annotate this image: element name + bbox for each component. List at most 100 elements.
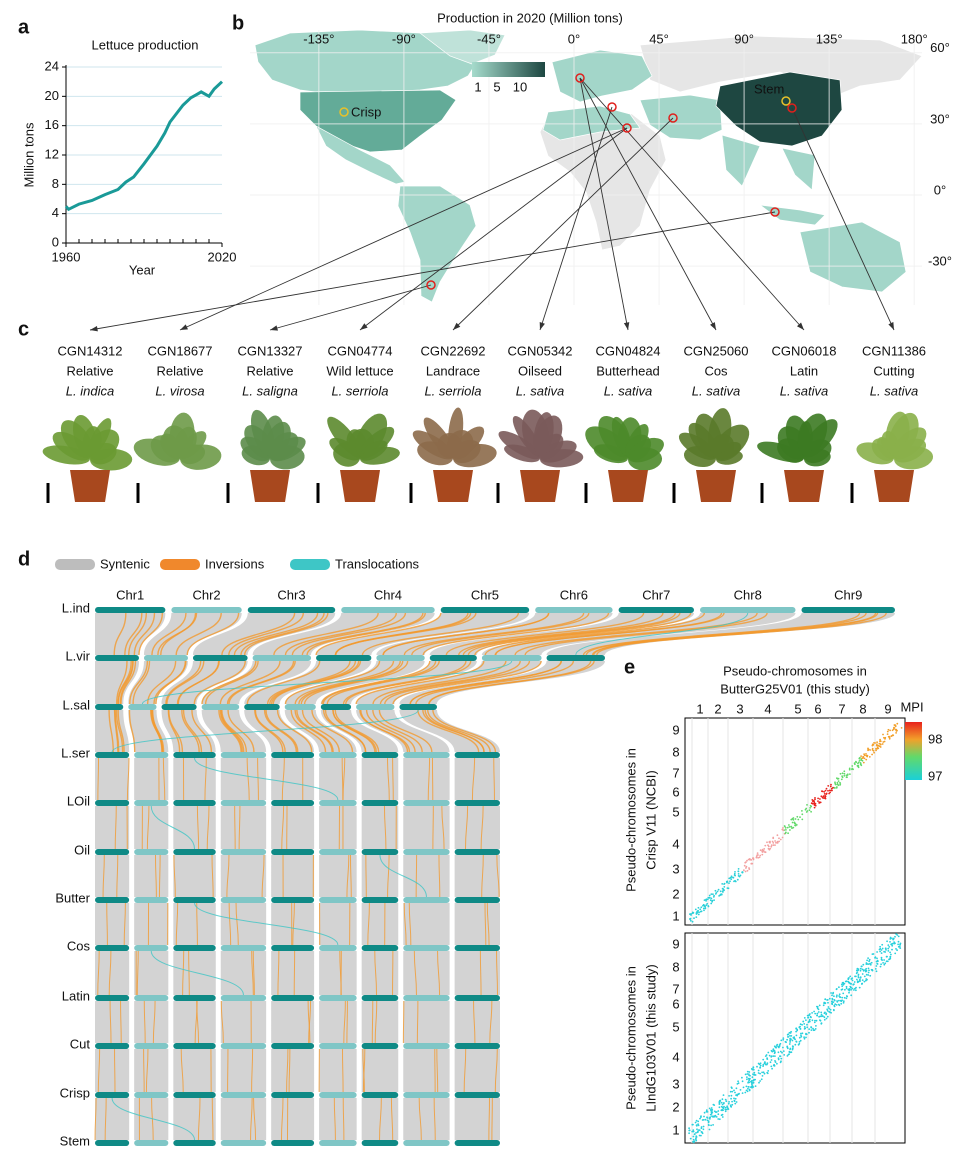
alignment-dot bbox=[771, 1067, 773, 1070]
chromosome bbox=[271, 995, 315, 1001]
chromosome-label: Chr2 bbox=[192, 587, 220, 602]
leaf bbox=[179, 444, 222, 470]
alignment-dot bbox=[801, 810, 803, 812]
alignment-dot bbox=[837, 780, 840, 782]
inversion-link bbox=[265, 709, 299, 753]
alignment-dot bbox=[799, 816, 801, 818]
inversion-link bbox=[146, 660, 177, 705]
inversion-link bbox=[403, 612, 585, 656]
inversion-link bbox=[341, 1048, 344, 1093]
alignment-dot bbox=[884, 962, 887, 965]
inversion-link bbox=[332, 709, 377, 753]
inversion-link bbox=[116, 854, 119, 898]
genome-label: Cos bbox=[67, 938, 91, 953]
plant-photo bbox=[240, 409, 306, 502]
inversion-link bbox=[117, 709, 125, 753]
alignment-dot bbox=[770, 1049, 773, 1052]
y-tick-label: 5 bbox=[672, 1019, 679, 1034]
inversion-link bbox=[251, 950, 254, 996]
alignment-dot bbox=[702, 1128, 705, 1131]
alignment-dot bbox=[853, 762, 856, 765]
inversion-link bbox=[129, 660, 149, 705]
synteny-ribbon bbox=[316, 613, 530, 655]
chromosome bbox=[319, 1092, 357, 1098]
alignment-dot bbox=[802, 1020, 805, 1023]
chromosome bbox=[95, 607, 166, 613]
origin-site bbox=[607, 102, 617, 112]
inversion-link bbox=[201, 660, 257, 705]
pot bbox=[433, 470, 473, 502]
alignment-dot bbox=[876, 962, 879, 965]
chromosome bbox=[271, 897, 315, 903]
alignment-dot bbox=[788, 1050, 791, 1053]
alignment-dot bbox=[843, 996, 846, 999]
alignment-dot bbox=[822, 1015, 824, 1018]
alignment-dot bbox=[688, 1132, 690, 1135]
alignment-dot bbox=[824, 789, 827, 792]
alignment-dot bbox=[844, 980, 847, 983]
synteny-ribbon bbox=[403, 806, 450, 849]
alignment-dot bbox=[827, 789, 829, 792]
y-tick-label: 3 bbox=[672, 1076, 679, 1091]
alignment-dot bbox=[784, 825, 786, 828]
alignment-dot bbox=[849, 975, 852, 978]
chromosome bbox=[173, 995, 216, 1001]
alignment-dot bbox=[705, 900, 707, 902]
inversion-link bbox=[408, 902, 412, 946]
alignment-dot bbox=[808, 1014, 811, 1016]
chromosome bbox=[95, 704, 124, 710]
y-tick-label: 0 bbox=[52, 234, 59, 249]
alignment-dot bbox=[762, 1058, 765, 1061]
synteny-ribbon bbox=[134, 1001, 169, 1043]
chromosome bbox=[220, 800, 267, 806]
alignment-dot bbox=[859, 969, 862, 972]
accession-species: L. saligna bbox=[242, 383, 298, 398]
alignment-dot bbox=[697, 909, 699, 912]
chromosome bbox=[95, 752, 130, 758]
alignment-dot bbox=[724, 1110, 727, 1113]
alignment-dot bbox=[749, 858, 751, 861]
synteny-ribbon bbox=[134, 1049, 169, 1092]
alignment-dot bbox=[860, 764, 863, 767]
alignment-dot bbox=[746, 1076, 748, 1078]
alignment-dot bbox=[843, 772, 846, 775]
inversion-link bbox=[128, 709, 136, 753]
alignment-dot bbox=[774, 1061, 777, 1063]
alignment-dot bbox=[748, 1089, 751, 1092]
inversion-link bbox=[479, 950, 482, 996]
alignment-dot bbox=[783, 1054, 786, 1056]
alignment-dot bbox=[867, 748, 869, 751]
alignment-dot bbox=[861, 973, 864, 975]
alignment-dot bbox=[774, 844, 776, 846]
dotplot-title: ButterG25V01 (this study) bbox=[720, 681, 870, 696]
chromosome bbox=[801, 607, 895, 613]
alignment-dot bbox=[816, 1014, 818, 1017]
inversion-link bbox=[113, 612, 127, 656]
inversion-link bbox=[219, 660, 281, 705]
inversion-link bbox=[138, 612, 164, 656]
y-tick-label: 6 bbox=[672, 996, 679, 1011]
alignment-dot bbox=[841, 999, 843, 1002]
alignment-dot bbox=[889, 729, 891, 732]
alignment-dot bbox=[750, 862, 753, 865]
alignment-dot bbox=[704, 906, 707, 908]
alignment-dot bbox=[852, 983, 855, 986]
alignment-dot bbox=[834, 782, 837, 785]
alignment-dot bbox=[823, 1012, 826, 1015]
origin-arrow bbox=[539, 106, 613, 331]
alignment-dot bbox=[707, 1124, 710, 1126]
synteny-ribbon bbox=[319, 1049, 357, 1092]
alignment-dot bbox=[733, 1089, 735, 1092]
inversion-link bbox=[117, 660, 134, 705]
alignment-dot bbox=[781, 836, 784, 839]
origin-site bbox=[787, 103, 797, 113]
alignment-dot bbox=[889, 951, 891, 954]
alignment-dot bbox=[865, 963, 868, 965]
chromosome bbox=[440, 607, 530, 613]
alignment-dot bbox=[895, 948, 897, 950]
inversion-link bbox=[150, 709, 164, 753]
alignment-dot bbox=[695, 1124, 698, 1127]
alignment-dot bbox=[814, 798, 816, 801]
inversion-link bbox=[322, 709, 367, 753]
alignment-dot bbox=[752, 857, 755, 859]
